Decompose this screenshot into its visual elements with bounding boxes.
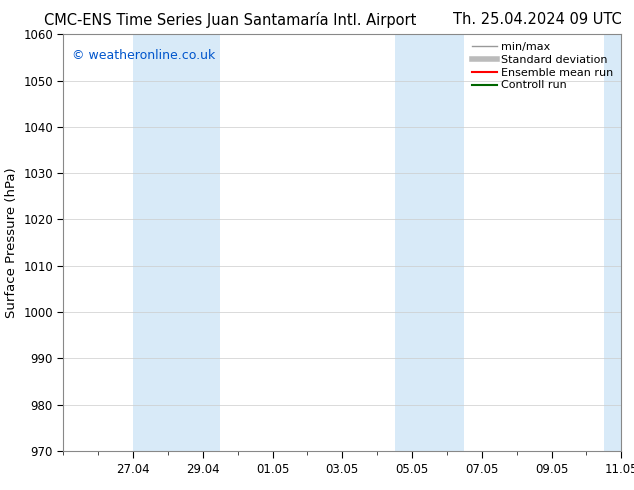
- Text: CMC-ENS Time Series Juan Santamaría Intl. Airport: CMC-ENS Time Series Juan Santamaría Intl…: [44, 12, 417, 28]
- Bar: [394, 34, 464, 451]
- Y-axis label: Surface Pressure (hPa): Surface Pressure (hPa): [4, 167, 18, 318]
- Text: © weatheronline.co.uk: © weatheronline.co.uk: [72, 49, 215, 62]
- Legend: min/max, Standard deviation, Ensemble mean run, Controll run: min/max, Standard deviation, Ensemble me…: [470, 40, 616, 93]
- Bar: [133, 34, 221, 451]
- Text: Th. 25.04.2024 09 UTC: Th. 25.04.2024 09 UTC: [453, 12, 621, 27]
- Bar: [604, 34, 621, 451]
